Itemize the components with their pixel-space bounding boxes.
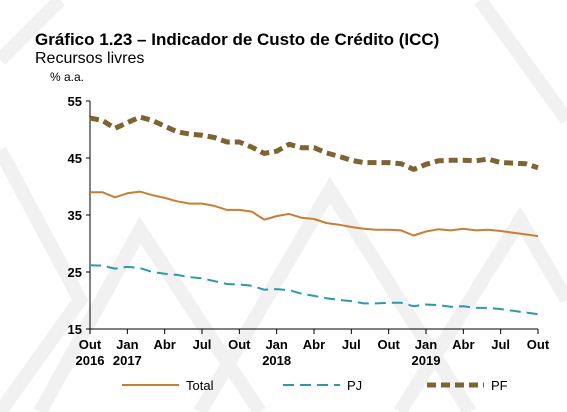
y-tick-label: 25 [68,265,82,280]
x-tick-label: Abr [303,337,325,352]
x-tick-year-label: 2016 [76,353,105,368]
background-chevron [33,216,266,412]
x-tick-label: Jul [193,337,212,352]
chart-title: Gráfico 1.23 – Indicador de Custo de Cré… [35,30,440,49]
series-line-pj [89,264,539,316]
x-tick-label: Jan [415,337,437,352]
background-chevron [474,0,567,125]
x-tick-label: Jan [116,337,138,352]
x-tick-label: Jan [265,337,287,352]
x-tick-year-label: 2017 [113,353,142,368]
x-tick-label: Jul [491,337,510,352]
y-tick-label: 55 [68,94,82,109]
legend: Total PJ PF [122,378,508,393]
legend-label-pj: PJ [347,378,362,393]
x-tick-label: Out [527,337,550,352]
background-chevron [193,176,476,412]
background-chevron [0,146,89,412]
series-layer [89,114,539,316]
x-tick-label: Out [377,337,400,352]
x-tick-year-label: 2019 [412,353,441,368]
x-tick-year-label: 2018 [262,353,291,368]
y-axis-unit: % a.a. [50,70,85,84]
x-tick-label: Out [228,337,251,352]
series-line-pf [89,114,539,172]
series-line-total [90,190,539,238]
background-chevron [0,0,65,65]
x-tick-label: Abr [452,337,474,352]
x-tick-label: Jul [342,337,361,352]
background-chevron [394,206,567,412]
chart-subtitle: Recursos livres [35,50,145,67]
y-tick-label: 35 [68,208,82,223]
y-tick-label: 45 [68,151,82,166]
x-tick-label: Out [79,337,102,352]
x-tick-label: Abr [153,337,175,352]
legend-label-total: Total [186,378,214,393]
legend-label-pf: PF [491,378,508,393]
y-tick-label: 15 [68,322,82,337]
